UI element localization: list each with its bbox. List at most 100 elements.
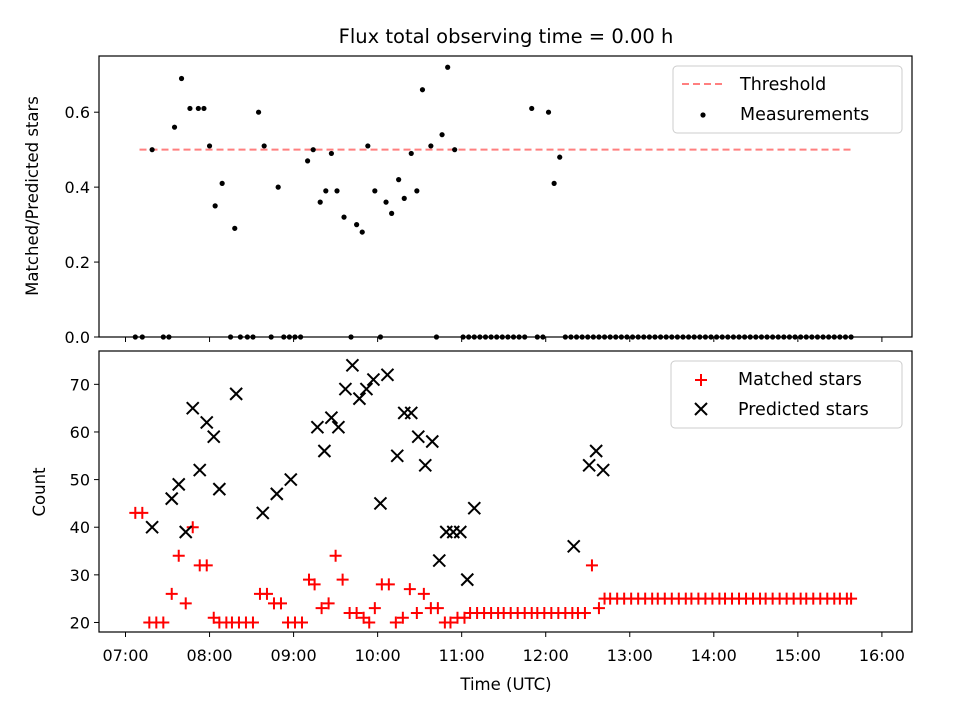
measurement-point — [396, 177, 402, 183]
bottom-y-tick-label: 30 — [70, 566, 90, 585]
predicted-star-point — [589, 444, 603, 458]
legend-matched-swatch — [695, 374, 707, 386]
bottom-x-tick-label: 11:00 — [439, 646, 485, 665]
top-y-tick-label: 0.2 — [65, 253, 90, 272]
measurement-point — [551, 180, 557, 186]
predicted-star-point — [425, 434, 439, 449]
measurement-point — [261, 143, 267, 149]
top-chart-title: Flux total observing time = 0.00 h — [339, 25, 674, 48]
predicted-star-point — [390, 449, 404, 463]
bottom-plot-frame — [98, 350, 913, 633]
predicted-star-point — [567, 539, 581, 553]
top-y-tick-label: 0.4 — [65, 178, 90, 197]
matched-star-point — [368, 602, 381, 615]
predicted-star-point — [404, 406, 418, 420]
measurement-point — [171, 124, 178, 130]
measurement-point — [372, 188, 378, 194]
matched-star-point — [403, 583, 416, 596]
matched-star-point — [315, 602, 328, 615]
bottom-x-tick-label: 14:00 — [691, 646, 737, 665]
measurement-point — [212, 203, 218, 209]
predicted-star-point — [345, 358, 360, 372]
bottom-y-tick-label: 70 — [70, 375, 90, 394]
predicted-star-point — [229, 387, 243, 401]
measurement-point — [439, 132, 445, 138]
predicted-star-point — [460, 572, 474, 587]
predicted-star-point — [193, 463, 207, 477]
measurement-point — [195, 105, 201, 112]
top-legend: Threshold Measurements — [672, 65, 903, 134]
bottom-x-tick-label: 10:00 — [355, 646, 401, 665]
predicted-star-point — [172, 477, 186, 492]
matched-star-point — [389, 616, 402, 629]
legend-measurements-swatch — [700, 112, 706, 118]
matched-star-point — [845, 592, 858, 605]
measurement-point — [317, 199, 323, 205]
legend-measurements-label: Measurements — [740, 105, 869, 125]
matched-star-point — [396, 611, 409, 624]
measurement-point — [365, 143, 371, 149]
top-legend-box — [672, 65, 903, 134]
predicted-star-point — [317, 444, 332, 458]
legend-predicted-label: Predicted stars — [738, 400, 869, 420]
matched-star-point — [336, 573, 349, 586]
bottom-x-tick-label: 12:00 — [523, 646, 569, 665]
bottom-legend: Matched stars Predicted stars — [670, 360, 903, 429]
measurement-point — [275, 184, 281, 190]
bottom-x-tick-label: 09:00 — [271, 646, 317, 665]
matched-star-point — [417, 587, 430, 600]
measurement-point — [187, 105, 193, 112]
measurement-point — [354, 222, 360, 228]
predicted-star-point — [179, 525, 193, 539]
predicted-star-point — [380, 368, 395, 382]
predicted-star-point — [145, 520, 159, 534]
bottom-x-tick-label: 08:00 — [186, 646, 232, 665]
bottom-y-tick-label: 20 — [70, 613, 90, 632]
predicted-star-point — [411, 430, 425, 444]
measurement-point — [428, 143, 434, 149]
measurement-point — [178, 75, 185, 82]
matched-star-point — [136, 506, 149, 519]
predicted-star-point — [324, 410, 339, 425]
bottom-x-tick-label: 15:00 — [775, 646, 821, 665]
bottom-y-axis-label: Count — [30, 467, 49, 517]
matched-star-point — [295, 616, 308, 629]
predicted-star-point — [270, 487, 284, 501]
measurement-point — [445, 64, 451, 70]
bottom-x-axis-label: Time (UTC) — [459, 675, 551, 694]
measurement-point — [383, 199, 389, 205]
predicted-star-point — [596, 463, 610, 477]
measurement-point — [232, 225, 238, 231]
measurement-point — [323, 188, 329, 194]
matched-star-point — [329, 549, 342, 562]
bottom-x-tick-label: 07:00 — [102, 646, 148, 665]
matched-star-point — [578, 606, 591, 619]
bottom-y-tick-label: 40 — [70, 518, 90, 537]
matched-star-point — [157, 616, 170, 629]
top-y-axis-label: Matched/Predicted stars — [23, 96, 42, 296]
matched-star-point — [444, 616, 457, 629]
measurement-point — [219, 180, 225, 186]
measurement-point — [201, 105, 207, 112]
predicted-star-point — [165, 491, 179, 506]
predicted-star-point — [359, 382, 374, 396]
predicted-star-point — [331, 420, 346, 434]
measurement-point — [255, 109, 262, 115]
predicted-star-point — [186, 401, 200, 415]
top-plot-frame — [98, 55, 913, 338]
matched-star-point — [260, 587, 273, 600]
measurement-point — [389, 210, 395, 216]
measurement-point — [545, 109, 552, 115]
top-y-tick-label: 0.0 — [65, 328, 90, 347]
matched-star-point — [322, 597, 335, 610]
matched-star-point — [172, 549, 185, 562]
predicted-star-point — [582, 458, 596, 473]
measurement-point — [529, 105, 535, 112]
measurement-point — [408, 150, 414, 157]
matched-star-point — [179, 597, 192, 610]
predicted-star-point — [467, 501, 481, 515]
matched-star-point — [592, 602, 605, 615]
matched-star-point — [186, 521, 199, 534]
predicted-star-point — [453, 525, 467, 539]
predicted-star-point — [310, 420, 325, 434]
